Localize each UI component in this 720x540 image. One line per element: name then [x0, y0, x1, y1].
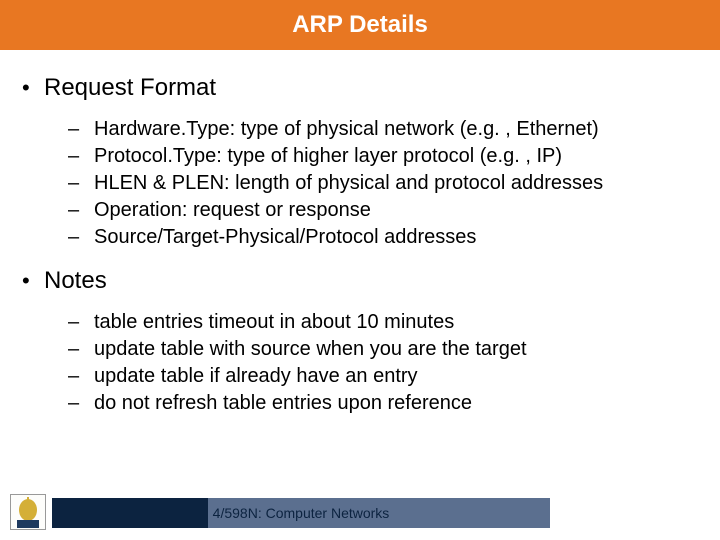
dash-icon: – — [68, 197, 94, 224]
section-heading-row: • Request Format — [22, 68, 698, 112]
dash-icon: – — [68, 390, 94, 417]
slide-content: • Request Format –Hardware.Type: type of… — [0, 50, 720, 417]
list-item: –Operation: request or response — [68, 197, 698, 224]
list-item: –update table if already have an entry — [68, 363, 698, 390]
section-heading: Request Format — [44, 74, 216, 102]
item-text: update table if already have an entry — [94, 363, 418, 390]
university-logo — [10, 494, 46, 530]
dash-icon: – — [68, 363, 94, 390]
list-item: –update table with source when you are t… — [68, 336, 698, 363]
dash-icon: – — [68, 336, 94, 363]
title-bar: ARP Details — [0, 0, 720, 50]
section-heading: Notes — [44, 267, 107, 295]
item-text: do not refresh table entries upon refere… — [94, 390, 472, 417]
bullet-dot: • — [22, 270, 44, 292]
bullet-dot: • — [22, 77, 44, 99]
item-text: Protocol.Type: type of higher layer prot… — [94, 143, 562, 170]
item-text: Source/Target-Physical/Protocol addresse… — [94, 224, 476, 251]
sub-list: –Hardware.Type: type of physical network… — [68, 116, 698, 251]
item-text: HLEN & PLEN: length of physical and prot… — [94, 170, 603, 197]
list-item: –Protocol.Type: type of higher layer pro… — [68, 143, 698, 170]
dash-icon: – — [68, 309, 94, 336]
sub-list: –table entries timeout in about 10 minut… — [68, 309, 698, 417]
footer-text: 4/598N: Computer Networks — [213, 505, 390, 521]
list-item: –Source/Target-Physical/Protocol address… — [68, 224, 698, 251]
item-text: update table with source when you are th… — [94, 336, 527, 363]
dash-icon: – — [68, 116, 94, 143]
slide-footer: 4/598N: Computer Networks — [0, 494, 720, 534]
dash-icon: – — [68, 224, 94, 251]
list-item: –HLEN & PLEN: length of physical and pro… — [68, 170, 698, 197]
list-item: –table entries timeout in about 10 minut… — [68, 309, 698, 336]
list-item: –Hardware.Type: type of physical network… — [68, 116, 698, 143]
dash-icon: – — [68, 143, 94, 170]
section-heading-row: • Notes — [22, 261, 698, 305]
item-text: Operation: request or response — [94, 197, 371, 224]
dash-icon: – — [68, 170, 94, 197]
footer-bar-dark — [52, 498, 208, 528]
list-item: –do not refresh table entries upon refer… — [68, 390, 698, 417]
dome-icon — [13, 496, 43, 528]
item-text: table entries timeout in about 10 minute… — [94, 309, 454, 336]
item-text: Hardware.Type: type of physical network … — [94, 116, 599, 143]
slide-title: ARP Details — [292, 11, 428, 39]
